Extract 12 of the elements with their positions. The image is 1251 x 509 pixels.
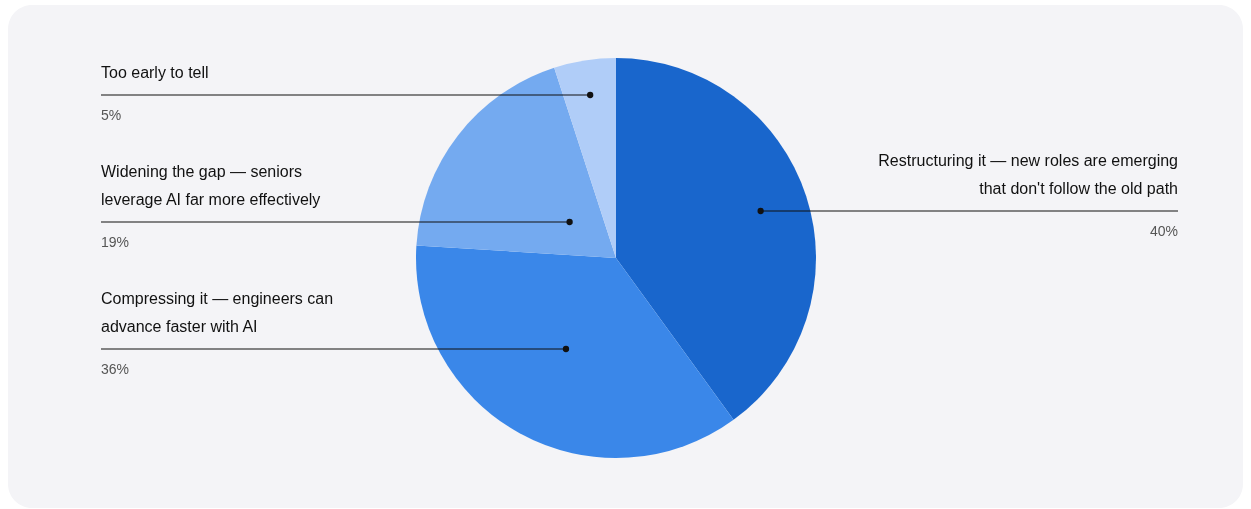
data-label: 36% [101,361,130,377]
slice-label: Compressing it — engineers can advance faster with AI [101,290,334,335]
pie-slice [554,58,616,258]
slice-label: Too early to tell [101,64,209,81]
slice-label: Widening the gap — seniors leverage AI far more effectively [101,163,321,208]
pie-slice [416,67,616,258]
pie-slice [616,58,816,420]
data-label: 5% [101,107,122,123]
data-label: 19% [101,234,130,250]
data-label: 40% [1149,223,1178,239]
slice-label: Restructuring it — new roles are emerging that don't follow the old path [878,152,1178,197]
pie-slice [416,245,734,458]
